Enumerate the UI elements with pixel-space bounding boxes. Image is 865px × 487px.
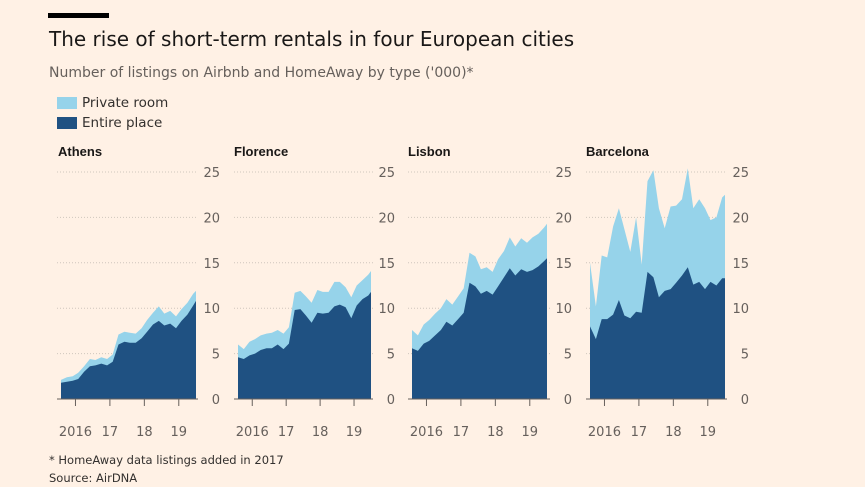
y-tick-label-barcelona-10: 10 (732, 302, 749, 317)
y-tick-label-florence-5: 5 (387, 348, 395, 363)
panel-title-florence: Florence (234, 144, 288, 159)
x-tick-label-athens-18: 18 (136, 425, 153, 440)
footnote: * HomeAway data listings added in 2017 (49, 453, 284, 467)
legend-swatch-entire-place (57, 117, 77, 129)
chart-title: The rise of short-term rentals in four E… (49, 27, 575, 51)
y-tick-label-barcelona-20: 20 (732, 211, 749, 226)
y-tick-label-lisbon-10: 10 (555, 302, 572, 317)
y-tick-label-lisbon-5: 5 (564, 348, 572, 363)
legend-label-private-room: Private room (82, 95, 169, 111)
y-tick-label-barcelona-0: 0 (741, 393, 749, 408)
y-tick-label-florence-10: 10 (378, 302, 395, 317)
legend-label-entire-place: Entire place (82, 115, 163, 131)
x-tick-label-athens-2016: 2016 (59, 425, 92, 440)
y-tick-label-athens-20: 20 (203, 211, 220, 226)
panel-florence: 0 5 10 15 20 25 2016 17 18 19 Florence (234, 144, 395, 440)
x-tick-label-lisbon-18: 18 (487, 425, 504, 440)
area-florence-entire-place (238, 291, 371, 399)
y-tick-label-barcelona-5: 5 (741, 348, 749, 363)
x-tick-label-lisbon-17: 17 (453, 425, 470, 440)
x-tick-label-athens-17: 17 (102, 425, 119, 440)
legend-item-entire-place: Entire place (57, 113, 168, 133)
area-lisbon-entire-place (412, 258, 547, 399)
panel-lisbon: 0 5 10 15 20 25 2016 17 18 19 Lisbon (408, 144, 572, 440)
y-tick-label-florence-25: 25 (378, 166, 395, 181)
panel-barcelona: 0 5 10 15 20 25 2016 17 18 19 Barcelona (586, 144, 749, 440)
y-tick-label-athens-0: 0 (212, 393, 220, 408)
y-tick-label-athens-5: 5 (212, 348, 220, 363)
x-tick-label-florence-17: 17 (278, 425, 295, 440)
panel-athens: 0 5 10 15 20 25 2016 17 18 19 Athens (57, 144, 220, 440)
y-tick-label-barcelona-15: 15 (732, 257, 749, 272)
x-tick-label-barcelona-19: 19 (700, 425, 717, 440)
y-tick-label-lisbon-20: 20 (555, 211, 572, 226)
y-tick-label-lisbon-15: 15 (555, 257, 572, 272)
panel-title-barcelona: Barcelona (586, 144, 650, 159)
area-athens-entire-place (61, 300, 196, 399)
x-tick-label-lisbon-2016: 2016 (410, 425, 443, 440)
panel-title-athens: Athens (58, 144, 102, 159)
y-tick-label-florence-15: 15 (378, 257, 395, 272)
y-tick-label-lisbon-0: 0 (564, 393, 572, 408)
y-tick-label-athens-15: 15 (203, 257, 220, 272)
area-barcelona-entire-place (590, 267, 725, 399)
x-tick-label-florence-2016: 2016 (236, 425, 269, 440)
panel-title-lisbon: Lisbon (408, 144, 451, 159)
y-tick-label-florence-0: 0 (387, 393, 395, 408)
y-tick-label-lisbon-25: 25 (555, 166, 572, 181)
y-tick-label-athens-10: 10 (203, 302, 220, 317)
legend: Private room Entire place (57, 93, 168, 133)
x-tick-label-florence-18: 18 (312, 425, 329, 440)
x-tick-label-lisbon-19: 19 (522, 425, 539, 440)
chart-subtitle: Number of listings on Airbnb and HomeAwa… (49, 65, 474, 81)
y-tick-label-florence-20: 20 (378, 211, 395, 226)
legend-item-private-room: Private room (57, 93, 168, 113)
source-note: Source: AirDNA (49, 471, 138, 485)
x-tick-label-barcelona-2016: 2016 (588, 425, 621, 440)
y-tick-label-athens-25: 25 (203, 166, 220, 181)
x-tick-label-barcelona-17: 17 (631, 425, 648, 440)
legend-swatch-private-room (57, 97, 77, 109)
y-tick-label-barcelona-25: 25 (732, 166, 749, 181)
top-accent-bar (48, 13, 109, 18)
x-tick-label-florence-19: 19 (346, 425, 363, 440)
x-tick-label-athens-19: 19 (171, 425, 188, 440)
x-tick-label-barcelona-18: 18 (665, 425, 682, 440)
